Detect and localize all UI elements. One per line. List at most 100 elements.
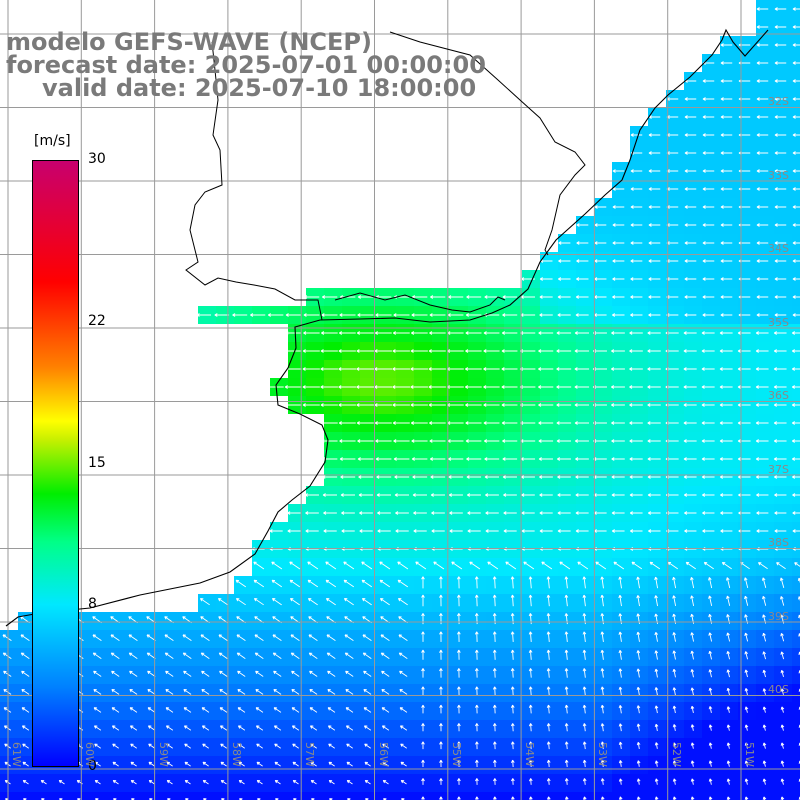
- wind-vector: [430, 475, 446, 479]
- wind-vector: [774, 151, 787, 155]
- wind-vector: [307, 561, 319, 570]
- wind-vector: [374, 349, 392, 353]
- wind-vector: [792, 133, 800, 137]
- wind-speed-cell: [54, 792, 72, 800]
- wind-vector: [618, 760, 623, 767]
- wind-vector: [575, 295, 589, 299]
- wind-vector: [273, 670, 282, 677]
- wind-vector: [636, 668, 641, 678]
- wind-vector: [546, 649, 551, 660]
- wind-vector: [630, 241, 643, 245]
- wind-vector: [684, 151, 697, 155]
- wind-vector: [582, 704, 587, 714]
- wind-vector: [505, 561, 517, 570]
- wind-vector: [2, 634, 12, 642]
- wind-vector: [539, 475, 553, 479]
- wind-vector: [600, 594, 605, 607]
- wind-vector: [575, 457, 589, 461]
- wind-vector: [701, 403, 715, 407]
- wind-vector: [502, 475, 517, 479]
- wind-vector: [449, 511, 463, 515]
- wind-vector: [683, 367, 697, 371]
- wind-vector: [654, 668, 659, 678]
- wind-vector: [564, 759, 569, 768]
- wind-vector: [612, 277, 625, 281]
- wind-vector: [129, 707, 138, 713]
- wind-vector: [792, 223, 800, 227]
- wind-vector: [792, 79, 800, 83]
- wind-vector: [274, 743, 282, 749]
- wind-vector: [726, 650, 730, 660]
- wind-vector: [328, 779, 335, 785]
- wind-vector: [289, 598, 300, 606]
- wind-vector: [110, 652, 120, 659]
- wind-vector: [359, 511, 373, 515]
- wind-vector: [564, 649, 569, 660]
- wind-vector: [380, 652, 390, 659]
- wind-vector: [791, 403, 800, 407]
- wind-vector: [322, 493, 337, 497]
- wind-vector: [539, 277, 553, 281]
- wind-vector: [575, 313, 589, 317]
- wind-vector: [546, 576, 551, 589]
- wind-vector: [647, 439, 661, 443]
- wind-vector: [147, 670, 156, 677]
- wind-vector: [720, 97, 733, 101]
- wind-vector: [379, 561, 391, 570]
- wind-vector: [253, 561, 265, 570]
- wind-vector: [483, 385, 500, 389]
- wind-vector: [792, 115, 800, 119]
- wind-vector: [780, 706, 785, 713]
- wind-vector: [393, 313, 410, 317]
- wind-vector: [364, 761, 371, 767]
- wind-vector: [737, 475, 751, 479]
- wind-vector: [111, 688, 120, 695]
- wind-vector: [756, 79, 769, 83]
- wind-vector: [737, 421, 751, 425]
- wind-vector: [546, 741, 551, 750]
- wind-vector: [726, 687, 731, 696]
- wind-vector: [327, 670, 336, 677]
- wind-vector: [629, 385, 643, 389]
- wind-vector: [291, 707, 300, 713]
- wind-speed-cell: [216, 792, 234, 800]
- wind-vector: [510, 704, 515, 714]
- wind-vector: [325, 598, 336, 606]
- wind-vector: [708, 577, 713, 589]
- colorbar-tick-label: 15: [88, 454, 106, 471]
- wind-vector: [272, 634, 282, 642]
- wind-vector: [744, 706, 749, 713]
- wind-vector: [457, 631, 461, 642]
- wind-vector: [166, 779, 173, 785]
- wind-vector: [794, 562, 800, 567]
- wind-vector: [465, 313, 482, 317]
- latitude-label: 38S: [768, 536, 789, 549]
- wind-vector: [363, 670, 372, 677]
- wind-vector: [774, 169, 787, 173]
- wind-vector: [557, 493, 571, 497]
- wind-vector: [431, 529, 445, 533]
- wind-vector: [539, 529, 553, 533]
- wind-vector: [392, 385, 410, 389]
- wind-vector: [469, 561, 481, 570]
- wind-vector: [708, 760, 713, 767]
- wind-speed-cell: [414, 792, 432, 800]
- wind-vector: [762, 742, 767, 749]
- wind-vector: [273, 688, 282, 695]
- wind-vector: [683, 493, 697, 497]
- wind-speed-cell: [756, 792, 774, 800]
- wind-vector: [273, 707, 282, 713]
- wind-vector: [412, 475, 428, 479]
- wind-vector: [304, 493, 319, 497]
- wind-vector: [618, 650, 623, 660]
- wind-vector: [341, 511, 355, 515]
- wind-vector: [201, 688, 210, 695]
- wind-vector: [594, 241, 607, 245]
- wind-vector: [457, 778, 461, 785]
- wind-vector: [708, 687, 713, 696]
- wind-vector: [356, 403, 374, 407]
- wind-vector: [539, 511, 553, 515]
- wind-vector: [720, 493, 733, 497]
- wind-vector: [684, 295, 697, 299]
- wind-vector: [744, 632, 749, 642]
